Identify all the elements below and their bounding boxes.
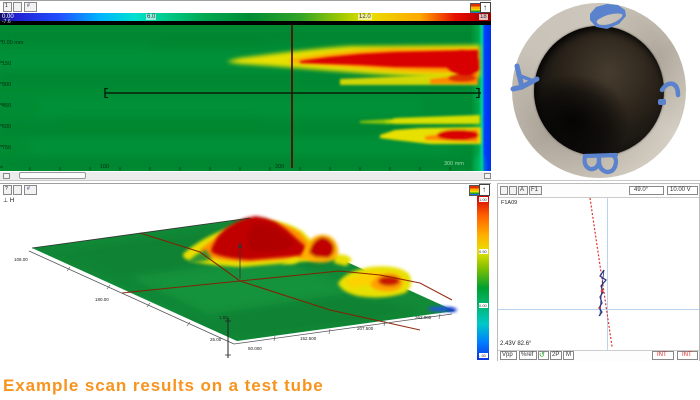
svg-text:108.00: 108.00: [14, 257, 28, 262]
svg-text:750: 750: [2, 145, 11, 151]
svg-text:262.000: 262.000: [415, 315, 432, 320]
svg-text:25.00: 25.00: [210, 337, 222, 342]
svg-text:100: 100: [100, 164, 109, 170]
svg-text:152.500: 152.500: [300, 336, 317, 341]
svg-text:1.50: 1.50: [219, 315, 228, 320]
svg-text:150: 150: [2, 61, 11, 67]
svg-text:207.500: 207.500: [357, 326, 374, 331]
svg-text:50.000: 50.000: [248, 346, 262, 351]
svg-text:180.00: 180.00: [95, 297, 109, 302]
svg-text:450: 450: [2, 103, 11, 109]
svg-text:200: 200: [275, 164, 284, 170]
svg-text:300 mm: 300 mm: [444, 161, 464, 167]
svg-text:0.00 mm: 0.00 mm: [2, 40, 24, 46]
svg-text:300: 300: [2, 82, 11, 88]
svg-text:600: 600: [2, 124, 11, 130]
